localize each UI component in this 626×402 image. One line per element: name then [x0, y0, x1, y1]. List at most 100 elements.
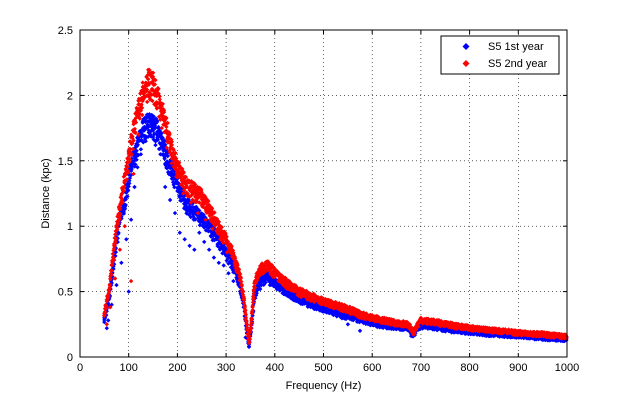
data-point	[186, 212, 192, 217]
data-point	[245, 331, 251, 336]
x-tick-label: 900	[509, 362, 527, 374]
data-point	[218, 237, 223, 242]
data-point	[231, 278, 236, 284]
data-point	[423, 318, 428, 323]
data-point	[131, 171, 136, 177]
data-point	[172, 185, 177, 190]
data-point	[181, 170, 186, 175]
data-series	[102, 67, 569, 350]
data-point	[147, 67, 152, 73]
x-tick-label: 200	[168, 362, 186, 374]
data-point	[164, 124, 169, 129]
data-point	[155, 118, 160, 124]
data-point	[214, 216, 220, 222]
data-point	[116, 231, 121, 236]
data-point	[114, 282, 119, 288]
data-point	[109, 268, 114, 273]
data-point	[413, 327, 419, 332]
y-tick-label: 2	[67, 90, 73, 102]
data-point	[121, 188, 126, 194]
data-point	[249, 320, 254, 326]
data-point	[174, 174, 179, 179]
x-tick-label: 400	[266, 362, 284, 374]
data-point	[106, 293, 111, 299]
data-point	[107, 289, 112, 295]
data-point	[150, 128, 156, 133]
data-point	[117, 216, 122, 222]
data-point	[122, 206, 128, 212]
data-point	[156, 91, 161, 96]
data-point	[118, 211, 123, 217]
data-point	[447, 320, 453, 326]
series-2	[102, 67, 569, 346]
data-point	[126, 289, 131, 294]
data-point	[123, 197, 128, 202]
data-point	[184, 201, 189, 206]
data-point	[136, 114, 142, 120]
data-point	[125, 187, 131, 193]
data-point	[211, 255, 217, 260]
data-point	[113, 249, 119, 255]
axis-ticks: 0 100 200 300 400 500 600 700 800 900 100000.511.5…	[58, 25, 580, 374]
data-point	[149, 86, 155, 92]
data-point	[249, 311, 255, 316]
data-point	[121, 211, 126, 216]
data-point	[136, 102, 142, 107]
data-point	[272, 269, 277, 275]
data-point	[102, 309, 108, 314]
data-point	[156, 86, 161, 91]
data-point	[248, 326, 253, 332]
data-point	[206, 199, 211, 204]
data-point	[132, 126, 137, 132]
data-point	[282, 292, 287, 297]
legend-label-series-1: S5 1st year	[488, 41, 544, 53]
data-point	[119, 260, 124, 265]
data-point	[192, 247, 197, 252]
data-point	[244, 322, 250, 327]
data-point	[251, 300, 256, 305]
data-point	[140, 112, 145, 118]
data-point	[200, 223, 205, 228]
data-point	[251, 291, 256, 296]
data-point	[163, 184, 168, 190]
data-point	[192, 217, 198, 222]
data-point	[108, 271, 114, 276]
data-point	[117, 247, 123, 252]
data-point	[155, 137, 161, 142]
data-point	[416, 324, 421, 329]
data-point	[167, 132, 172, 137]
data-point	[203, 205, 208, 211]
data-point	[210, 226, 215, 231]
data-point	[240, 289, 246, 294]
data-point	[428, 326, 433, 331]
data-point	[258, 286, 263, 292]
data-point	[477, 324, 482, 330]
data-point	[124, 237, 129, 242]
data-point	[195, 184, 200, 190]
data-point	[257, 273, 262, 279]
data-point	[311, 294, 316, 299]
x-axis-label: Frequency (Hz)	[286, 380, 362, 392]
data-point	[169, 161, 174, 166]
x-tick-label: 300	[217, 362, 235, 374]
data-point	[113, 236, 119, 241]
data-point	[267, 282, 273, 288]
data-point	[161, 110, 167, 115]
data-point	[181, 191, 186, 196]
y-tick-label: 0	[67, 352, 73, 364]
data-point	[113, 241, 118, 246]
data-point	[172, 171, 177, 177]
x-tick-label: 700	[412, 362, 430, 374]
data-point	[506, 327, 511, 332]
data-point	[183, 174, 189, 180]
data-point	[292, 282, 297, 288]
data-point	[129, 152, 134, 157]
legend-label-series-2: S5 2nd year	[488, 58, 548, 70]
data-point	[203, 217, 208, 222]
data-point	[164, 115, 169, 121]
data-point	[224, 258, 229, 263]
data-point	[345, 322, 351, 327]
data-point	[247, 336, 252, 342]
data-point	[219, 225, 224, 230]
